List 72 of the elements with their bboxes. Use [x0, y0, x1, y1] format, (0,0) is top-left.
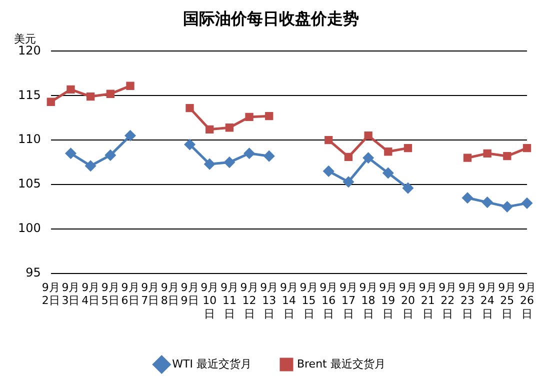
- point: [264, 150, 274, 162]
- x-tick-label: 9月7日: [141, 280, 160, 308]
- x-tick-label: 9月5日: [101, 280, 120, 308]
- y-tick-label: 95: [26, 266, 41, 280]
- point: [482, 197, 493, 208]
- point: [463, 154, 472, 162]
- y-tick-label: 105: [18, 176, 41, 191]
- legend-label: WTI 最近交货月: [172, 357, 252, 370]
- point: [85, 160, 96, 172]
- point: [244, 148, 255, 159]
- point: [522, 198, 532, 208]
- legend-label: Brent 最近交货月: [296, 357, 386, 370]
- point: [184, 139, 196, 150]
- y-tick-label: 120: [18, 43, 41, 58]
- chart-title: 国际油价每日收盘价走势: [183, 8, 359, 28]
- point: [344, 152, 353, 162]
- point: [402, 182, 414, 194]
- point: [66, 85, 75, 94]
- point: [65, 148, 76, 159]
- point: [105, 150, 116, 160]
- point: [483, 149, 492, 158]
- point: [323, 166, 334, 176]
- point: [502, 201, 512, 212]
- point: [46, 98, 55, 106]
- point: [126, 82, 134, 90]
- point: [382, 168, 394, 178]
- x-tick-label: 9月22日: [438, 280, 457, 320]
- y-tick-label: 115: [18, 88, 41, 102]
- y-tick-label: 110: [18, 132, 41, 146]
- point: [364, 132, 372, 140]
- x-tick-label: 9月16日: [320, 280, 338, 320]
- point: [503, 152, 512, 160]
- x-tick-label: 9月10日: [200, 280, 219, 320]
- point: [204, 158, 215, 170]
- x-tick-label: 9月11日: [220, 280, 238, 320]
- x-tick-label: 9月24日: [478, 280, 496, 320]
- point: [384, 148, 392, 156]
- point: [363, 152, 374, 164]
- point: [245, 112, 254, 122]
- x-tick-label: 9月18日: [359, 280, 378, 320]
- x-tick-label: 9月9日: [180, 280, 199, 308]
- x-tick-label: 9月2日: [42, 280, 60, 308]
- y-tick-label: 100: [18, 221, 41, 236]
- x-tick-label: 9月3日: [62, 280, 80, 308]
- x-tick-label: 9月6日: [121, 280, 140, 308]
- x-tick-label: 9月15日: [300, 280, 318, 320]
- x-tick-label: 9月21日: [418, 280, 437, 320]
- point: [86, 92, 95, 101]
- point: [106, 90, 114, 98]
- x-tick-label: 9月4日: [82, 280, 100, 308]
- point: [125, 130, 136, 141]
- y-axis-title: 美元: [14, 32, 36, 46]
- x-tick-label: 9月26日: [518, 280, 536, 320]
- x-tick-label: 9月8日: [160, 280, 179, 308]
- point: [324, 136, 333, 144]
- point: [206, 125, 214, 134]
- point: [265, 112, 274, 120]
- x-tick-label: 9月12日: [240, 280, 258, 320]
- point: [462, 192, 473, 204]
- x-tick-label: 9月13日: [260, 280, 278, 320]
- x-tick-label: 9月25日: [498, 280, 516, 320]
- x-tick-label: 9月14日: [280, 280, 298, 320]
- x-tick-label: 9月23日: [458, 280, 476, 320]
- point: [522, 144, 532, 152]
- x-tick-label: 9月17日: [339, 280, 358, 320]
- point: [343, 176, 354, 188]
- point: [224, 157, 235, 168]
- point: [404, 144, 412, 152]
- point: [186, 104, 194, 112]
- x-tick-label: 9月20日: [398, 280, 417, 320]
- x-tick-label: 9月19日: [379, 280, 398, 320]
- point: [225, 124, 234, 132]
